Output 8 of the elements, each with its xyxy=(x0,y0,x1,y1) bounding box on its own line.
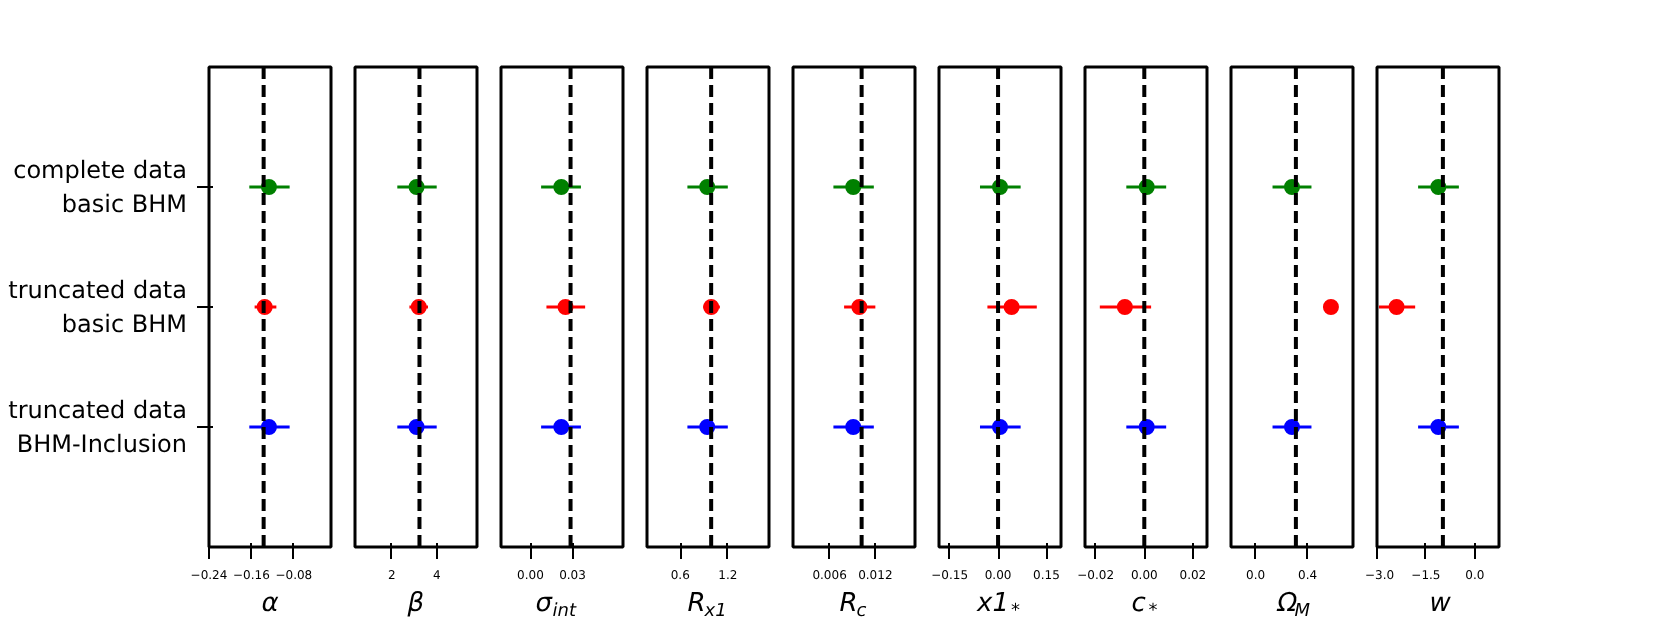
x-axis-title: β xyxy=(405,589,425,619)
y-tick-label: truncated data basic BHM xyxy=(8,276,188,338)
x-axis-title: α xyxy=(261,589,280,619)
y-tick-label: complete data basic BHM xyxy=(13,156,188,218)
y-tick-label: truncated data BHM-Inclusion xyxy=(8,396,188,458)
x-axis-title: c* xyxy=(1131,589,1159,622)
x-axis-title: w xyxy=(1429,589,1452,619)
x-axis-title: x1* xyxy=(975,589,1021,622)
